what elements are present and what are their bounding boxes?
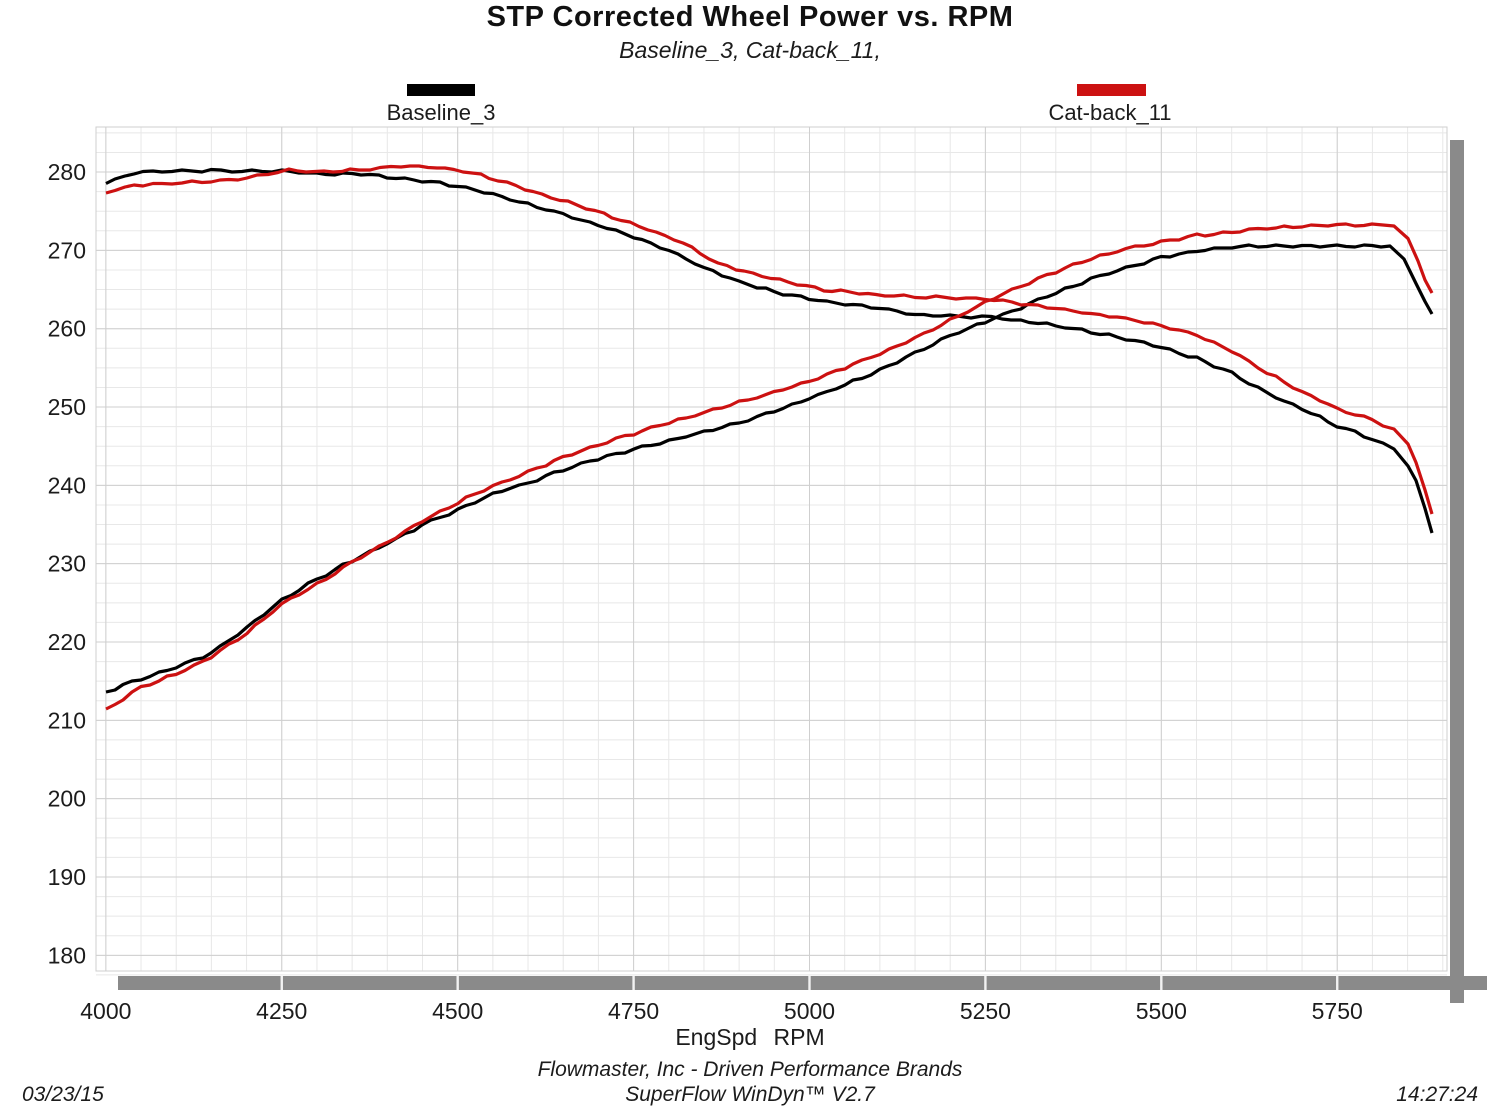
chart-subtitle: Baseline_3, Cat-back_11, — [619, 37, 881, 63]
axis-bar-tick — [1160, 976, 1163, 990]
y-tick-label: 230 — [48, 551, 86, 577]
axis-bar-tick — [984, 976, 987, 990]
y-tick-label: 250 — [48, 394, 86, 420]
axis-bar-tick — [808, 976, 811, 990]
x-tick-label: 5000 — [784, 998, 835, 1024]
legend-label-catback: Cat-back_11 — [1048, 100, 1172, 125]
series-line-2 — [105, 222, 1434, 711]
x-tick-label: 5250 — [960, 998, 1011, 1024]
footer-date: 03/23/15 — [22, 1083, 104, 1106]
series-line-3 — [105, 164, 1434, 515]
plot-border — [95, 126, 1448, 972]
right-axis-bar — [1450, 140, 1464, 1003]
x-tick-label: 4000 — [80, 998, 131, 1024]
series-line-0 — [105, 243, 1434, 694]
footer-time: 14:27:24 — [1396, 1083, 1478, 1106]
footer-software-line: SuperFlow WinDyn™ V2.7 — [625, 1083, 875, 1106]
x-tick-label: 4500 — [432, 998, 483, 1024]
y-tick-label: 260 — [48, 316, 86, 342]
bottom-axis-bar — [118, 976, 1487, 990]
x-axis-label: EngSpd RPM — [675, 1024, 825, 1050]
axis-bar-tick — [1336, 976, 1339, 990]
axis-bar-tick — [456, 976, 459, 990]
series-line-1 — [105, 167, 1434, 534]
y-tick-label: 190 — [48, 864, 86, 890]
y-tick-label: 270 — [48, 237, 86, 263]
x-tick-label: 5750 — [1312, 998, 1363, 1024]
x-tick-label: 4750 — [608, 998, 659, 1024]
y-tick-label: 240 — [48, 472, 86, 498]
legend-label-baseline: Baseline_3 — [386, 100, 496, 125]
axis-bar-tick — [632, 976, 635, 990]
x-tick-label: 4250 — [256, 998, 307, 1024]
legend-swatch-catback — [1077, 84, 1146, 96]
y-tick-label: 180 — [48, 942, 86, 968]
axis-bar-tick — [280, 976, 283, 990]
footer-company-line: Flowmaster, Inc - Driven Performance Bra… — [537, 1058, 963, 1081]
y-tick-label: 220 — [48, 629, 86, 655]
x-tick-label: 5500 — [1136, 998, 1187, 1024]
y-tick-label: 210 — [48, 707, 86, 733]
y-tick-label: 200 — [48, 786, 86, 812]
chart-title: STP Corrected Wheel Power vs. RPM — [486, 1, 1014, 33]
legend-swatch-baseline — [407, 84, 475, 96]
y-tick-label: 280 — [48, 159, 86, 185]
